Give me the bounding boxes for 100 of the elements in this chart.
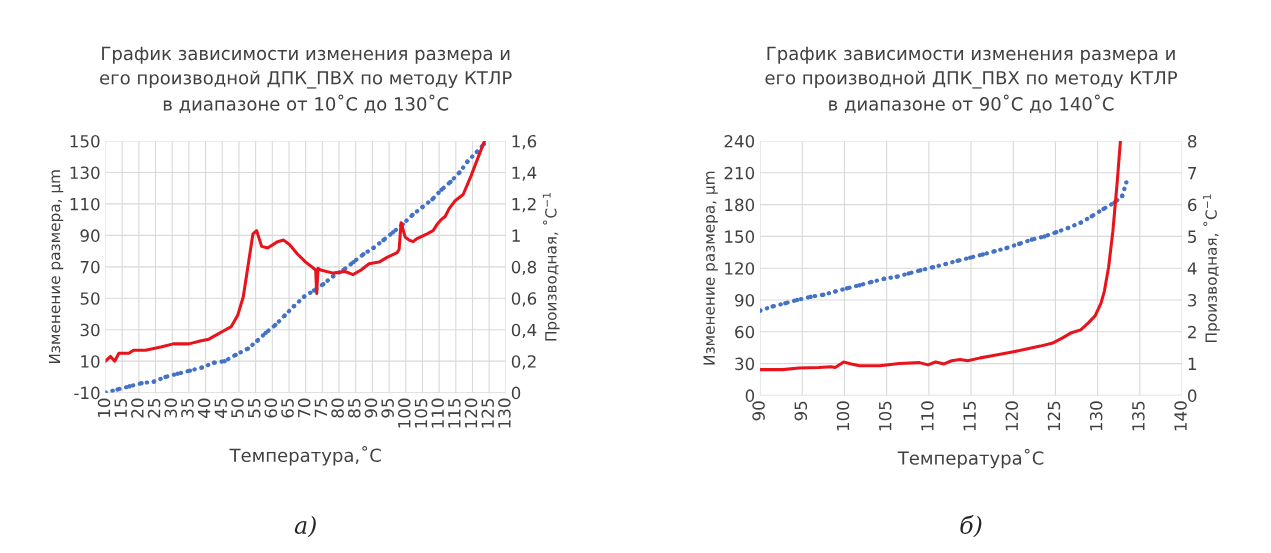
x-axis-title: Температура,˚C <box>229 445 381 466</box>
text: б) <box>960 515 982 538</box>
point <box>175 371 180 376</box>
x-tick-label: 65 <box>281 398 294 418</box>
point <box>1016 241 1022 247</box>
point <box>139 380 144 386</box>
y2-tick-label: 0,4 <box>511 323 537 338</box>
y2-tick-label: 0,8 <box>511 260 537 276</box>
x-tick-label: 90 <box>364 398 378 418</box>
chart-title: График зависимости изменения размера и его производной ДПК_ПВХ по методу КТЛР в диапазоне от 10˚C до 130˚C <box>100 46 512 113</box>
y-tick-label: 150 <box>725 230 755 243</box>
y2-tick-label: 3 <box>1188 293 1197 307</box>
y-tick-label: 130 <box>70 166 100 180</box>
x-tick-label: 120 <box>1005 401 1019 431</box>
point <box>869 279 874 285</box>
y2-tick-label: 2 <box>1188 325 1196 339</box>
point <box>857 282 862 288</box>
point <box>127 384 132 389</box>
y2-tick-label: 1 <box>512 229 520 242</box>
x-tick-label: 115 <box>448 398 461 428</box>
x-tick-label: 30 <box>164 398 178 418</box>
x-tick-label: 105 <box>878 401 892 431</box>
point <box>199 365 205 370</box>
point <box>381 237 386 243</box>
x-tick-label: 110 <box>921 401 934 431</box>
x-tick-label: 40 <box>197 398 211 418</box>
y-tick-label: 10 <box>81 355 100 368</box>
y-tick-label: -10 <box>74 386 100 400</box>
point <box>918 268 923 273</box>
x-tick-label: 85 <box>347 398 361 418</box>
x-tick-label: 70 <box>297 398 311 418</box>
point <box>1089 214 1094 219</box>
point <box>783 300 788 306</box>
y2-axis-title: Производная, ˚C$^{−1}$ <box>1203 194 1220 342</box>
point <box>420 204 425 210</box>
point <box>410 212 415 218</box>
x-tick-label: 135 <box>1132 401 1145 431</box>
x-tick-label: 100 <box>836 401 850 431</box>
x-tick-label: 100 <box>398 398 411 428</box>
x-tick-label: 140 <box>1174 401 1187 431</box>
x-tick-label: 45 <box>214 398 228 418</box>
point <box>930 264 936 270</box>
x-tick-label: 130 <box>1089 401 1103 431</box>
x-tick-label: 60 <box>264 398 278 418</box>
x-tick-label: 130 <box>498 398 511 428</box>
point <box>163 374 168 380</box>
point <box>967 255 973 260</box>
point <box>457 170 462 175</box>
y-tick-label: 90 <box>80 229 100 242</box>
x-tick-label: 55 <box>248 398 261 418</box>
x-tick-label: 35 <box>181 398 194 418</box>
point <box>430 196 435 202</box>
point <box>448 179 453 185</box>
x-tick-label: 80 <box>331 398 344 418</box>
y-tick-label: 0 <box>745 389 755 402</box>
y2-tick-label: 7 <box>1188 166 1197 180</box>
point <box>1042 234 1047 239</box>
x-tick-label: 115 <box>963 401 976 431</box>
y2-tick-label: 4 <box>1187 262 1197 275</box>
point <box>992 249 997 254</box>
point <box>361 252 366 257</box>
point <box>1124 180 1129 185</box>
x-tick-label: 95 <box>794 401 808 421</box>
point <box>282 313 287 318</box>
line-series <box>760 141 1122 372</box>
y2-tick-label: 0 <box>511 386 521 400</box>
y-tick-label: 120 <box>725 262 755 275</box>
y2-tick-label: 1,6 <box>512 134 537 150</box>
point <box>1029 237 1035 242</box>
point <box>263 330 268 336</box>
point <box>1078 220 1083 225</box>
y-tick-label: 150 <box>70 134 100 148</box>
x-tick-label: 20 <box>131 398 144 418</box>
x-tick-label: 75 <box>314 398 328 418</box>
point <box>245 346 251 351</box>
x-tick-label: 120 <box>464 398 478 428</box>
y-tick-label: 30 <box>735 357 755 371</box>
y-tick-label: 240 <box>724 134 755 148</box>
y-tick-label: 60 <box>735 325 755 339</box>
y2-tick-label: 0,2 <box>511 355 536 370</box>
text: а) <box>294 515 316 538</box>
chart-title: График зависимости изменения размера и его производной ДПК_ПВХ по методу КТЛР в диапазоне от 90˚C до 140˚C <box>765 46 1178 113</box>
point <box>1004 245 1009 251</box>
x-tick-label: 105 <box>414 398 428 428</box>
y-axis-title: Изменение размера, μm <box>48 170 64 364</box>
y-tick-label: 210 <box>724 166 755 180</box>
x-tick-label: 95 <box>381 398 394 418</box>
x-tick-label: 125 <box>481 398 495 428</box>
x-tick-label: 110 <box>431 398 444 428</box>
y2-tick-label: 1 <box>1188 357 1196 370</box>
point <box>832 289 838 294</box>
point <box>222 358 227 364</box>
y2-tick-label: 5 <box>1188 230 1197 243</box>
y2-tick-label: 0 <box>1187 389 1197 402</box>
y-tick-label: 50 <box>80 292 100 305</box>
point <box>255 338 260 343</box>
point <box>821 292 826 297</box>
y2-tick-label: 1,2 <box>512 197 536 213</box>
point <box>1065 225 1071 231</box>
x-tick-label: 125 <box>1047 401 1061 431</box>
